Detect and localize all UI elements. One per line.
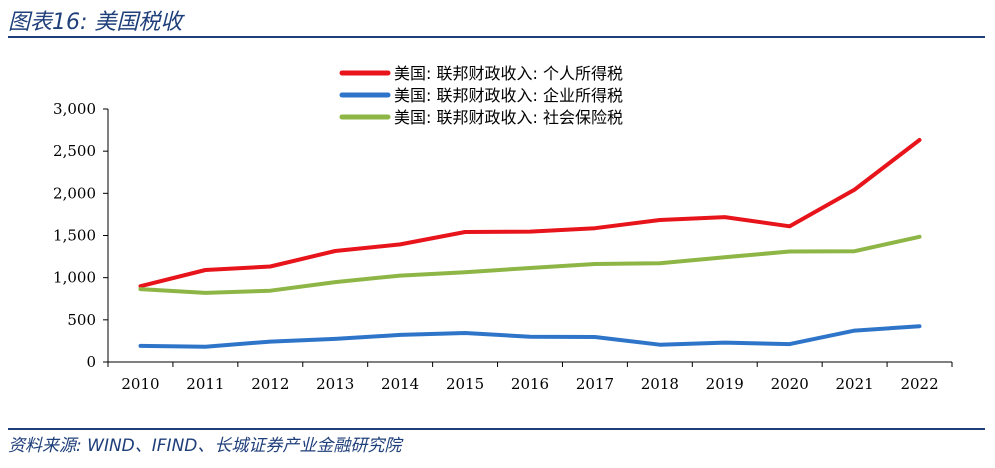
source-note: 资料来源: WIND、IFIND、长城证券产业金融研究院 [8, 436, 402, 456]
x-axis-ticks: 2010 2011 2012 2013 2014 2015 2016 2017 2018 2019… [107, 362, 953, 393]
x-tick-label: 2011 [186, 375, 224, 393]
y-tick-label: 3,000 [53, 100, 96, 118]
y-axis-ticks: 0 500 1,000 1,500 2,000 2,500 3,000 [53, 100, 108, 371]
x-tick-label: 2017 [576, 375, 614, 393]
x-tick-label: 2022 [900, 375, 938, 393]
x-tick-label: 2013 [316, 375, 354, 393]
x-tick-label: 2020 [771, 375, 809, 393]
x-tick-label: 2021 [836, 375, 874, 393]
series-lines [138, 138, 922, 349]
series-line-2 [138, 324, 922, 349]
y-tick-label: 2,000 [53, 184, 96, 202]
figure-title: 图表16: 美国税收 [8, 10, 183, 35]
title-rule [8, 36, 985, 38]
x-tick-label: 2015 [446, 375, 484, 393]
y-tick-label: 1,500 [53, 227, 96, 245]
x-tick-label: 2012 [251, 375, 289, 393]
legend-label: 美国: 联邦财政收入: 社会保险税 [394, 108, 623, 127]
chart-axes [107, 109, 952, 363]
y-tick-label: 2,500 [53, 142, 96, 160]
x-tick-label: 2014 [381, 375, 419, 393]
source-rule [8, 428, 985, 430]
x-tick-label: 2016 [511, 375, 549, 393]
x-tick-label: 2010 [121, 375, 159, 393]
y-tick-label: 500 [67, 311, 96, 329]
x-tick-label: 2019 [706, 375, 744, 393]
y-tick-label: 0 [86, 353, 96, 371]
x-tick-label: 2018 [641, 375, 679, 393]
series-line-1 [138, 138, 922, 289]
series-line-3 [138, 234, 922, 295]
legend-label: 美国: 联邦财政收入: 企业所得税 [394, 86, 623, 105]
legend-label: 美国: 联邦财政收入: 个人所得税 [394, 64, 623, 83]
y-tick-label: 1,000 [53, 269, 96, 287]
